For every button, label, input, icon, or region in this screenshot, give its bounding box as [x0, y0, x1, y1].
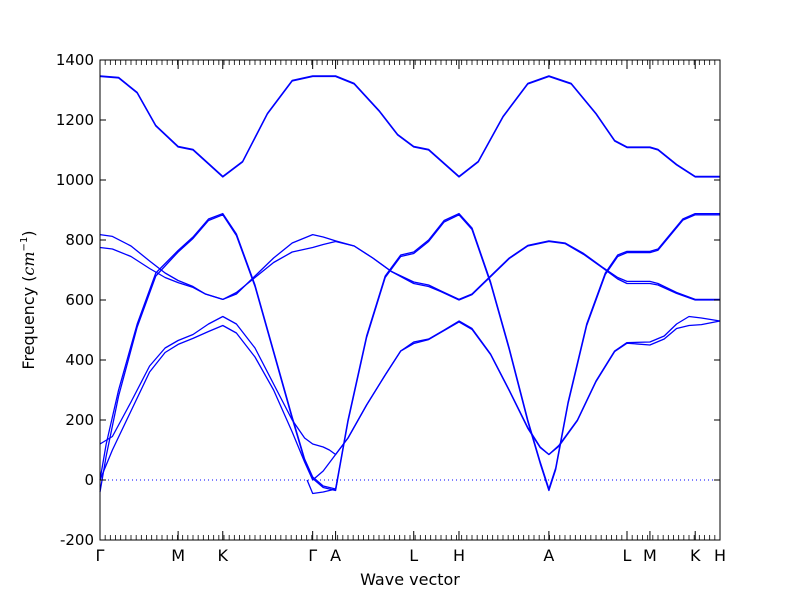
phonon-branch-2	[99, 75, 720, 178]
x-axis-label: Wave vector	[360, 570, 460, 589]
phonon-branch-1	[99, 75, 720, 178]
y-tick-label: 1000	[56, 171, 94, 189]
y-axis-label-close: )	[19, 230, 38, 236]
x-tick-label: A	[543, 546, 554, 565]
y-tick-label: 400	[65, 351, 94, 369]
x-tick-label: L	[409, 546, 418, 565]
axis-ticks	[99, 59, 721, 541]
plot-area	[99, 75, 721, 495]
y-tick-label: 200	[65, 411, 94, 429]
x-tick-label: H	[714, 546, 726, 565]
y-axis-label-unit: cm	[19, 251, 38, 275]
axes-frame	[99, 59, 721, 541]
y-tick-labels: -200 0 200 400 600 800 1000 1200 1400	[56, 51, 94, 549]
y-axis-label-unit-exponent: −1	[19, 237, 30, 252]
x-tick-label: Γ	[308, 546, 317, 565]
phonon-branch-7	[99, 315, 721, 456]
x-tick-label: L	[623, 546, 632, 565]
y-tick-label: 600	[65, 291, 94, 309]
x-tick-label: Γ	[96, 546, 105, 565]
y-tick-label: 800	[65, 231, 94, 249]
phonon-branch-6	[99, 240, 720, 301]
phonon-branch-8	[99, 320, 721, 481]
x-tick-label: M	[171, 546, 185, 565]
y-axis-label: Frequency (cm−1)	[19, 230, 38, 369]
x-tick-label: M	[643, 546, 657, 565]
phonon-branch-5	[99, 233, 720, 301]
y-tick-label: 0	[84, 471, 94, 489]
x-tick-label: A	[330, 546, 341, 565]
y-axis-label-text: Frequency (	[19, 276, 38, 370]
y-tick-label: 1400	[56, 51, 94, 69]
x-tick-label: K	[690, 546, 701, 565]
x-tick-label: H	[453, 546, 465, 565]
y-tick-label: -200	[60, 531, 94, 549]
x-tick-label: K	[218, 546, 229, 565]
phonon-branch-3	[99, 212, 720, 490]
phonon-branch-4	[99, 214, 720, 493]
y-tick-label: 1200	[56, 111, 94, 129]
phonon-branch-9	[306, 479, 339, 495]
